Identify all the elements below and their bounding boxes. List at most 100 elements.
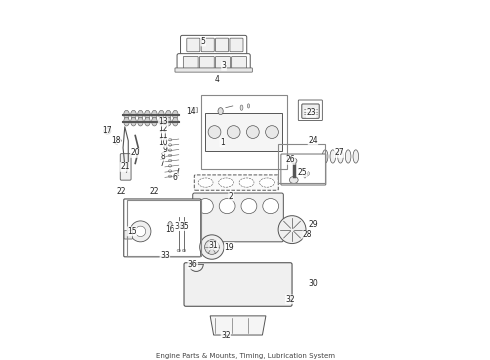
Ellipse shape bbox=[131, 110, 136, 119]
Ellipse shape bbox=[169, 149, 172, 152]
Text: 4: 4 bbox=[215, 75, 220, 84]
Ellipse shape bbox=[104, 128, 111, 134]
Ellipse shape bbox=[338, 150, 343, 163]
Ellipse shape bbox=[219, 199, 235, 213]
Circle shape bbox=[209, 244, 214, 249]
Ellipse shape bbox=[266, 126, 278, 139]
Ellipse shape bbox=[306, 173, 308, 177]
Text: 8: 8 bbox=[161, 152, 166, 161]
Text: 32: 32 bbox=[286, 295, 295, 304]
Circle shape bbox=[200, 235, 224, 259]
FancyBboxPatch shape bbox=[216, 38, 229, 52]
Ellipse shape bbox=[124, 110, 129, 119]
Ellipse shape bbox=[198, 178, 213, 187]
Ellipse shape bbox=[263, 199, 279, 213]
FancyBboxPatch shape bbox=[281, 154, 326, 185]
Text: 23: 23 bbox=[306, 108, 316, 117]
FancyBboxPatch shape bbox=[193, 193, 283, 242]
Text: 6: 6 bbox=[173, 173, 178, 182]
Text: 1: 1 bbox=[220, 138, 225, 147]
Text: 24: 24 bbox=[308, 136, 318, 145]
Text: 36: 36 bbox=[188, 260, 197, 269]
Ellipse shape bbox=[172, 110, 178, 119]
Ellipse shape bbox=[241, 199, 257, 213]
FancyBboxPatch shape bbox=[183, 57, 198, 68]
Text: 26: 26 bbox=[286, 156, 295, 165]
FancyBboxPatch shape bbox=[232, 57, 246, 68]
Ellipse shape bbox=[239, 178, 254, 187]
Circle shape bbox=[130, 221, 151, 242]
Text: 27: 27 bbox=[334, 148, 344, 157]
FancyBboxPatch shape bbox=[230, 38, 243, 52]
Ellipse shape bbox=[345, 150, 351, 163]
Ellipse shape bbox=[169, 159, 172, 162]
Polygon shape bbox=[210, 316, 266, 335]
FancyBboxPatch shape bbox=[177, 54, 250, 71]
Ellipse shape bbox=[151, 110, 157, 119]
Text: 15: 15 bbox=[127, 227, 137, 236]
Bar bbox=[205, 113, 282, 151]
Text: 19: 19 bbox=[224, 243, 234, 252]
Text: 32: 32 bbox=[221, 332, 231, 341]
Text: 16: 16 bbox=[165, 225, 175, 234]
Text: 25: 25 bbox=[298, 168, 307, 177]
Ellipse shape bbox=[307, 172, 310, 175]
Text: 14: 14 bbox=[186, 107, 196, 116]
Text: 17: 17 bbox=[102, 126, 112, 135]
FancyBboxPatch shape bbox=[195, 175, 278, 190]
Ellipse shape bbox=[304, 175, 306, 178]
Ellipse shape bbox=[172, 117, 178, 126]
Ellipse shape bbox=[247, 104, 249, 108]
Ellipse shape bbox=[227, 126, 240, 139]
FancyBboxPatch shape bbox=[180, 35, 247, 54]
FancyBboxPatch shape bbox=[184, 263, 292, 306]
Text: 34: 34 bbox=[174, 222, 184, 231]
Ellipse shape bbox=[182, 249, 186, 252]
FancyBboxPatch shape bbox=[124, 199, 201, 257]
Text: 21: 21 bbox=[120, 162, 129, 171]
Ellipse shape bbox=[291, 158, 297, 163]
FancyBboxPatch shape bbox=[199, 57, 214, 68]
FancyBboxPatch shape bbox=[298, 100, 322, 121]
FancyBboxPatch shape bbox=[187, 38, 200, 52]
Ellipse shape bbox=[322, 150, 328, 163]
FancyBboxPatch shape bbox=[216, 57, 230, 68]
Text: 35: 35 bbox=[179, 222, 189, 231]
Ellipse shape bbox=[169, 139, 172, 141]
Text: 10: 10 bbox=[158, 138, 168, 147]
Text: 29: 29 bbox=[308, 220, 318, 229]
Ellipse shape bbox=[169, 144, 172, 146]
Text: 11: 11 bbox=[158, 131, 168, 140]
Ellipse shape bbox=[169, 175, 172, 177]
Ellipse shape bbox=[159, 117, 164, 126]
Text: 9: 9 bbox=[162, 145, 167, 154]
Text: 33: 33 bbox=[160, 251, 170, 260]
Ellipse shape bbox=[169, 170, 172, 172]
FancyBboxPatch shape bbox=[201, 38, 214, 52]
Ellipse shape bbox=[177, 249, 180, 252]
Ellipse shape bbox=[353, 150, 359, 163]
Ellipse shape bbox=[219, 178, 234, 187]
Text: 28: 28 bbox=[303, 230, 313, 239]
Ellipse shape bbox=[169, 165, 172, 167]
Text: 13: 13 bbox=[158, 117, 168, 126]
Ellipse shape bbox=[197, 199, 213, 213]
Text: 31: 31 bbox=[209, 241, 219, 250]
Ellipse shape bbox=[138, 117, 143, 126]
Ellipse shape bbox=[166, 110, 171, 119]
Ellipse shape bbox=[168, 222, 172, 227]
Ellipse shape bbox=[169, 154, 172, 157]
Circle shape bbox=[135, 226, 146, 237]
Ellipse shape bbox=[260, 178, 274, 187]
Ellipse shape bbox=[246, 126, 259, 139]
Text: 12: 12 bbox=[158, 124, 168, 133]
Ellipse shape bbox=[138, 110, 143, 119]
FancyBboxPatch shape bbox=[124, 231, 132, 239]
Circle shape bbox=[278, 216, 306, 244]
Ellipse shape bbox=[145, 110, 150, 119]
FancyBboxPatch shape bbox=[120, 154, 131, 180]
FancyBboxPatch shape bbox=[302, 104, 319, 118]
Ellipse shape bbox=[208, 126, 221, 139]
Ellipse shape bbox=[145, 117, 150, 126]
Ellipse shape bbox=[124, 117, 129, 126]
